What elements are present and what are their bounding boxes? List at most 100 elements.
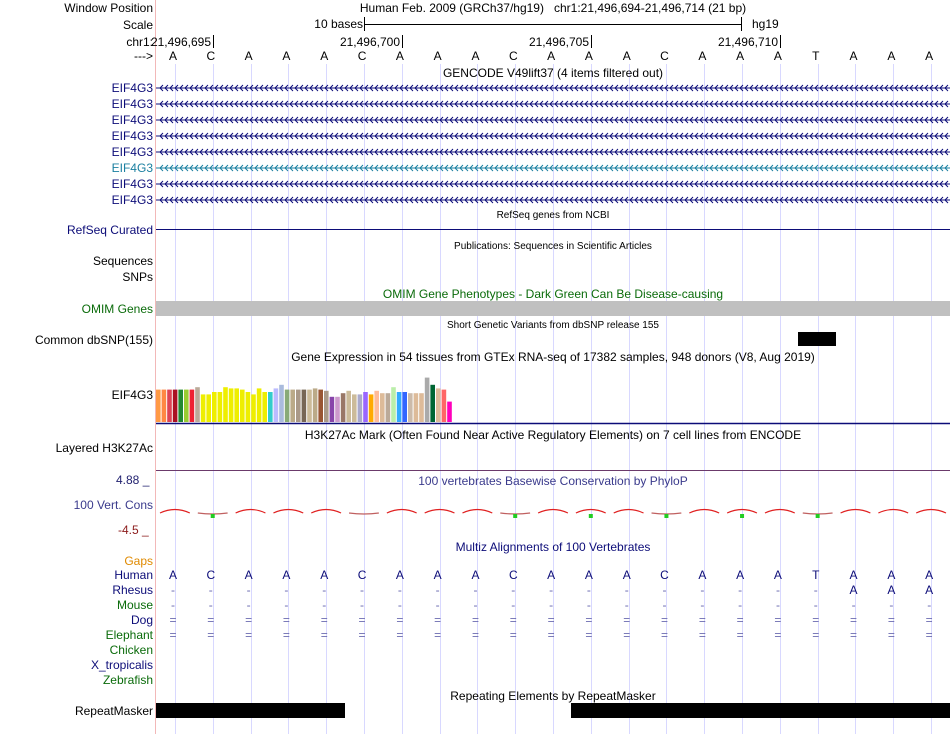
gencode-transcript-line[interactable] [156,162,950,174]
multiz-species-label[interactable]: X_tropicalis [90,658,153,672]
gencode-transcript-line[interactable] [156,146,950,158]
gencode-transcript-line[interactable] [156,194,950,206]
multiz-gaps-label[interactable]: Gaps [124,554,153,568]
gtex-tissue-bar[interactable] [419,393,424,422]
gencode-transcript-label[interactable]: EIF4G3 [111,177,153,191]
gtex-tissue-bar[interactable] [167,389,172,422]
multiz-aligned-base: A [925,583,934,597]
gtex-tissue-bar[interactable] [217,392,223,422]
omim-gene-bar[interactable] [156,301,950,316]
gtex-tissue-bar[interactable] [268,392,273,422]
phylop-conservation-graph[interactable] [156,502,950,524]
gtex-tissue-bar[interactable] [424,377,430,422]
gtex-tissue-bar[interactable] [178,389,183,422]
multiz-species-label[interactable]: Zebrafish [102,673,153,687]
gtex-tissue-bar[interactable] [200,394,206,422]
gtex-tissue-bar[interactable] [380,393,385,422]
multiz-aligned-base: = [245,628,253,642]
gtex-tissue-bar[interactable] [189,389,195,422]
gtex-tissue-bar[interactable] [363,392,368,422]
publications-sequences-label[interactable]: Sequences [92,254,153,268]
gtex-tissue-bar[interactable] [184,389,189,422]
gtex-tissue-bar[interactable] [329,396,335,422]
gtex-tissue-bar[interactable] [273,388,279,422]
gtex-tissue-bar[interactable] [290,389,295,422]
gtex-tissue-bar[interactable] [430,384,435,422]
repeatmasker-track-label[interactable]: RepeatMasker [74,704,153,718]
dbsnp-track-label[interactable]: Common dbSNP(155) [34,333,153,347]
publications-snps-label[interactable]: SNPs [122,270,153,284]
gencode-transcript-line[interactable] [156,82,950,94]
gtex-tissue-bar[interactable] [396,392,402,422]
gtex-tissue-bar[interactable] [357,394,363,422]
multiz-aligned-base: = [661,613,669,627]
gtex-tissue-bar[interactable] [195,387,200,422]
multiz-species-label[interactable]: Human [114,568,153,582]
gtex-tissue-bar[interactable] [368,394,374,422]
phylop-track-label[interactable]: 100 Vert. Cons [73,498,153,512]
gtex-tissue-bar[interactable] [447,401,452,422]
gencode-transcript-line[interactable] [156,178,950,190]
refseq-track-label[interactable]: RefSeq Curated [66,223,153,237]
gtex-tissue-bar[interactable] [223,387,228,422]
gtex-tissue-bar[interactable] [374,390,379,422]
gtex-tissue-bar[interactable] [391,387,396,422]
gencode-transcript-line[interactable] [156,98,950,110]
gtex-expression-chart[interactable] [156,362,950,426]
gtex-tissue-bar[interactable] [234,388,239,422]
gtex-tissue-bar[interactable] [262,392,267,422]
gtex-tissue-bar[interactable] [352,394,357,422]
phylop-score-mark [537,508,569,514]
omim-track-label[interactable]: OMIM Genes [81,302,153,316]
multiz-species-label[interactable]: Dog [130,613,153,627]
gencode-transcript-line[interactable] [156,130,950,142]
dbsnp-variant[interactable] [798,332,836,346]
gtex-tissue-bar[interactable] [408,393,413,422]
multiz-aligned-base: A [244,568,253,582]
gtex-tissue-bar[interactable] [324,390,329,422]
gtex-tissue-bar[interactable] [340,393,346,422]
gencode-transcript-label[interactable]: EIF4G3 [111,193,153,207]
gencode-transcript-label[interactable]: EIF4G3 [111,161,153,175]
gtex-tissue-bar[interactable] [413,393,419,422]
repeat-element-1[interactable] [156,703,345,718]
gtex-tissue-bar[interactable] [279,384,284,422]
gtex-tissue-bar[interactable] [161,389,167,422]
multiz-species-label[interactable]: Elephant [105,628,153,642]
multiz-species-label[interactable]: Rhesus [112,583,153,597]
multiz-species-label[interactable]: Chicken [109,643,153,657]
gtex-tissue-bar[interactable] [251,394,256,422]
gtex-tissue-bar[interactable] [312,388,318,422]
gtex-tissue-bar[interactable] [441,389,447,422]
gtex-tissue-bar[interactable] [436,388,441,422]
gtex-track-label[interactable]: EIF4G3 [111,388,153,402]
gencode-transcript-label[interactable]: EIF4G3 [111,81,153,95]
gtex-tissue-bar[interactable] [256,388,262,422]
gtex-tissue-bar[interactable] [156,389,161,422]
gtex-tissue-bar[interactable] [212,392,217,422]
gtex-tissue-bar[interactable] [284,389,290,422]
h3k27ac-track-label[interactable]: Layered H3K27Ac [55,441,153,455]
gtex-tissue-bar[interactable] [228,388,234,422]
phylop-low-score-dot [513,514,518,518]
repeat-element-2[interactable] [571,703,950,718]
gtex-tissue-bar[interactable] [301,389,307,422]
gtex-tissue-bar[interactable] [245,392,251,422]
gtex-tissue-bar[interactable] [172,389,178,422]
gencode-transcript-line[interactable] [156,114,950,126]
gencode-transcript-label[interactable]: EIF4G3 [111,113,153,127]
gtex-tissue-bar[interactable] [318,389,323,422]
gtex-tissue-bar[interactable] [240,389,245,422]
gencode-transcript-label[interactable]: EIF4G3 [111,129,153,143]
gtex-tissue-bar[interactable] [307,389,312,422]
gtex-tissue-bar[interactable] [402,392,407,422]
gtex-tissue-bar[interactable] [296,389,301,422]
gtex-tissue-bar[interactable] [346,390,351,422]
refseq-gene-line[interactable] [156,229,950,230]
multiz-species-label[interactable]: Mouse [116,598,153,612]
gencode-transcript-label[interactable]: EIF4G3 [111,145,153,159]
gtex-tissue-bar[interactable] [335,396,340,422]
gtex-tissue-bar[interactable] [385,393,391,422]
gtex-tissue-bar[interactable] [206,394,211,422]
gencode-transcript-label[interactable]: EIF4G3 [111,97,153,111]
